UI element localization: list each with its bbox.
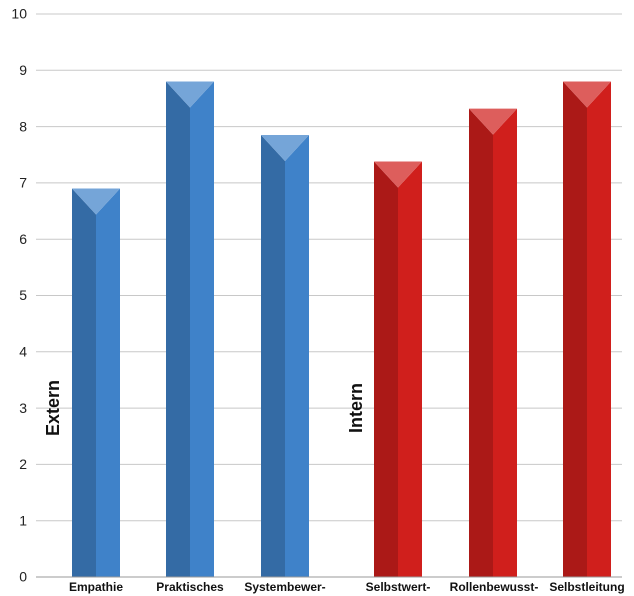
y-tick-label: 0 (19, 569, 27, 585)
bar (166, 81, 214, 577)
bar-left-face (563, 81, 587, 577)
y-tick-label: 9 (19, 62, 27, 78)
bar (261, 135, 309, 578)
bar-left-face (261, 135, 285, 578)
bar (469, 108, 517, 578)
bar-top-face (72, 188, 120, 215)
x-category-label: Selbstwert- (366, 580, 431, 594)
group-labels: Extern Intern (43, 380, 366, 436)
bar (72, 188, 120, 577)
bar-right-face (96, 188, 120, 577)
group-label: Extern (43, 380, 63, 436)
category-labels: Empathie Praktisches Systembewer- Selbstwer… (69, 580, 625, 594)
bars (72, 81, 611, 578)
group-label: Intern (346, 383, 366, 433)
y-tick-label: 4 (19, 344, 27, 360)
bar (563, 81, 611, 577)
y-tick-label: 3 (19, 400, 27, 416)
y-tick-label: 8 (19, 118, 27, 134)
x-category-label: Systembewer- (244, 580, 325, 594)
x-category-label: Praktisches (156, 580, 224, 594)
bar-left-face (166, 81, 190, 577)
bar-right-face (285, 135, 309, 578)
bar-left-face (72, 188, 96, 577)
bar-right-face (493, 108, 517, 578)
y-tick-label: 5 (19, 287, 27, 303)
y-tick-label: 6 (19, 231, 27, 247)
y-tick-label: 7 (19, 175, 27, 191)
bar-right-face (190, 81, 214, 577)
x-category-label: Rollenbewusst- (450, 580, 539, 594)
bar-top-face (469, 108, 517, 135)
x-category-label: Selbstleitung (549, 580, 624, 594)
bar (374, 161, 422, 578)
bar-top-face (166, 81, 214, 108)
bar-top-face (374, 161, 422, 188)
y-tick-label: 1 (19, 512, 27, 528)
gridlines (36, 13, 622, 522)
bar-top-face (261, 135, 309, 162)
y-axis-ticks: 0 1 2 3 4 5 6 7 8 9 10 (11, 6, 27, 585)
bar-right-face (587, 81, 611, 577)
bar-left-face (469, 108, 493, 578)
bar-top-face (563, 81, 611, 108)
y-tick-label: 2 (19, 456, 27, 472)
y-tick-label: 10 (11, 6, 27, 22)
x-category-label: Empathie (69, 580, 123, 594)
bar-right-face (398, 161, 422, 578)
bar-left-face (374, 161, 398, 578)
